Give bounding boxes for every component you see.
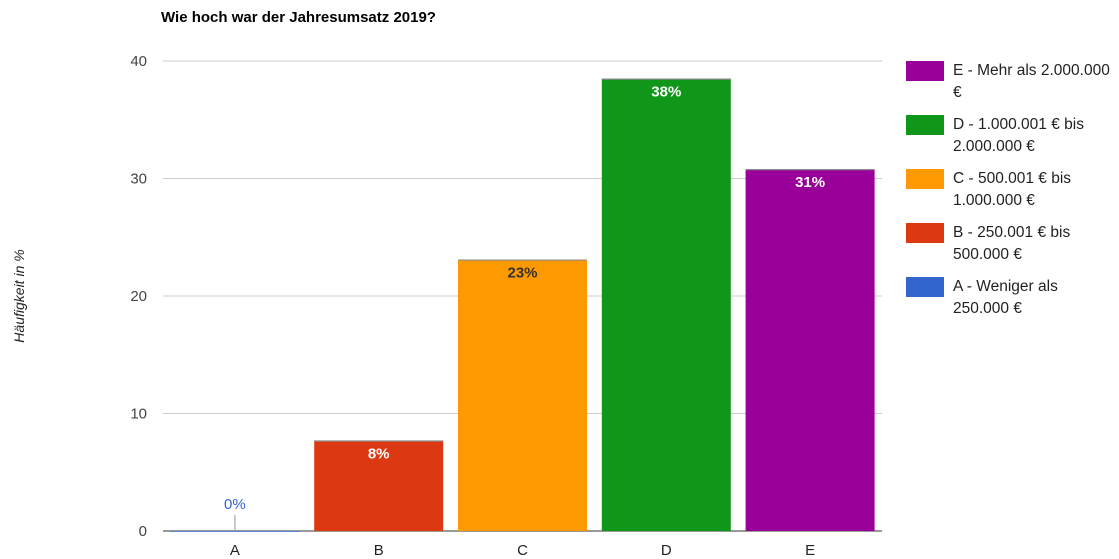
y-tick-label: 30 [130,171,147,188]
data-label-e: 31% [795,174,825,191]
legend: E - Mehr als 2.000.000 € D - 1.000.001 € … [906,60,1116,330]
x-tick-label: E [805,542,815,559]
legend-label: E - Mehr als 2.000.000 € [953,62,1110,101]
y-axis-label: Häufigkeit in % [11,249,27,342]
legend-label: C - 500.001 € bis 1.000.000 € [953,170,1072,209]
bars [170,78,875,532]
legend-item: D - 1.000.001 € bis 2.000.000 € [906,114,1116,168]
legend-label: D - 1.000.001 € bis 2.000.000 € [953,116,1084,155]
x-tick-label: B [374,542,384,559]
legend-label: A - Weniger als 250.000 € [953,278,1058,317]
x-axis-ticks: A B C D E [230,542,815,559]
x-tick-label: D [661,542,672,559]
data-label-b: 8% [368,446,390,463]
bar-b [314,440,444,531]
legend-label: B - 250.001 € bis 500.000 € [953,224,1071,263]
bar-d [601,78,731,531]
chart-title: Wie hoch war der Jahresumsatz 2019? [161,9,436,26]
legend-swatch [906,61,944,81]
bar-a [170,531,300,532]
legend-swatch [906,223,944,243]
data-labels: 0% 8% 23% 38% 31% [224,84,825,531]
legend-item: B - 250.001 € bis 500.000 € [906,222,1116,276]
y-tick-label: 40 [130,53,147,70]
data-label-a: 0% [224,496,246,513]
x-tick-label: A [230,542,240,559]
y-tick-label: 0 [139,523,147,540]
data-label-d: 38% [651,84,681,101]
y-tick-label: 20 [130,288,147,305]
legend-item: C - 500.001 € bis 1.000.000 € [906,168,1116,222]
x-tick-label: C [517,542,528,559]
legend-item: A - Weniger als 250.000 € [906,276,1116,330]
bar-e [745,169,875,531]
y-tick-label: 10 [130,406,147,423]
bar-c [458,259,587,531]
y-axis-ticks: 0 10 20 30 40 [130,53,147,540]
legend-swatch [906,115,944,135]
legend-item: E - Mehr als 2.000.000 € [906,60,1116,114]
data-label-c: 23% [507,265,537,282]
legend-swatch [906,277,944,297]
legend-swatch [906,169,944,189]
